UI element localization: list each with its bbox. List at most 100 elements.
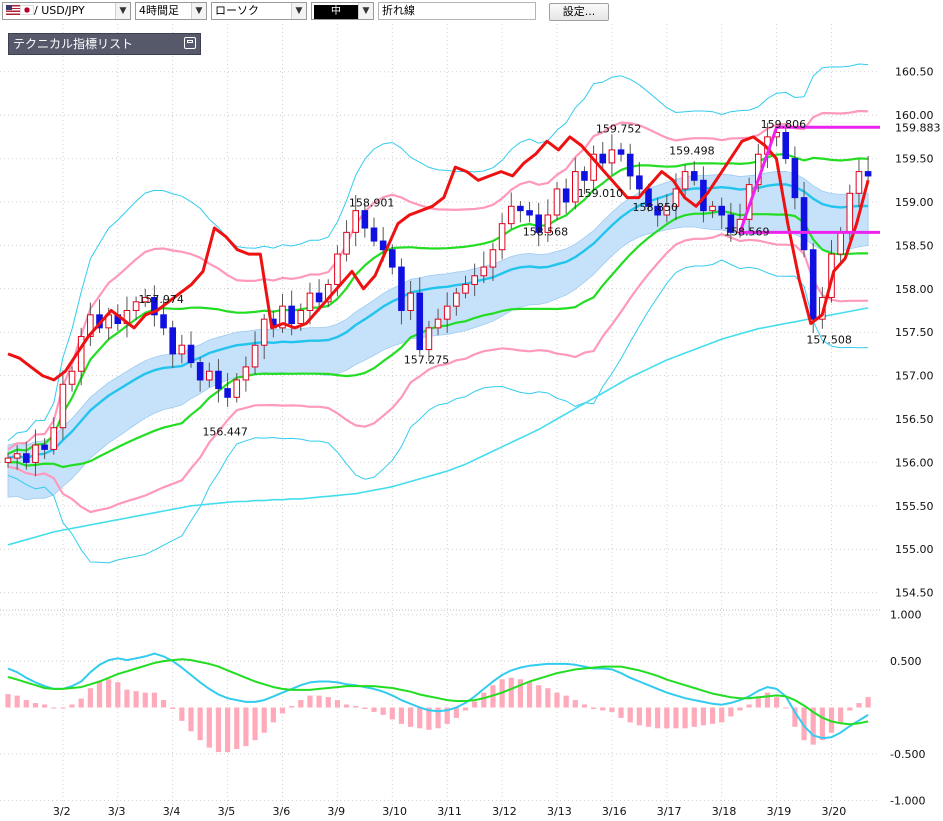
bearish-candle bbox=[315, 292, 323, 303]
macd-histogram-bar bbox=[23, 700, 29, 708]
bullish-candle bbox=[59, 383, 67, 429]
technical-indicator-list-panel[interactable]: テクニカル指標リスト bbox=[8, 33, 201, 55]
macd-histogram-bar bbox=[563, 695, 569, 708]
bearish-candle bbox=[654, 205, 661, 216]
bearish-candle bbox=[526, 210, 533, 216]
bullish-candle bbox=[672, 188, 680, 207]
line-type-field[interactable]: 折れ線 bbox=[378, 2, 536, 20]
y-tick-label: 156.50 bbox=[895, 413, 934, 426]
macd-histogram-bar bbox=[334, 700, 340, 708]
macd-histogram-bar bbox=[737, 707, 743, 711]
bearish-candle bbox=[800, 197, 808, 251]
bullish-candle bbox=[608, 149, 616, 164]
macd-histogram-bar bbox=[96, 680, 103, 708]
moving-average-20 bbox=[7, 183, 869, 460]
macd-histogram-bar bbox=[188, 707, 194, 732]
x-tick-label: 3/12 bbox=[492, 805, 517, 818]
parabolic-zigzag bbox=[7, 135, 870, 382]
chart-area: 157.974 156.447 158.901 157.275 158.568 159.7… bbox=[0, 24, 941, 818]
x-tick-label: 3/16 bbox=[602, 805, 627, 818]
macd-histogram-bar bbox=[655, 707, 661, 729]
macd-histogram-bar bbox=[115, 682, 121, 708]
macd-histogram-bar bbox=[517, 679, 523, 708]
bearish-candle bbox=[562, 188, 570, 203]
bullish-candle bbox=[260, 318, 268, 346]
macd-histogram-bar bbox=[14, 695, 20, 708]
macd-histogram-bar bbox=[645, 707, 652, 727]
macd-histogram-bar bbox=[234, 707, 240, 750]
macd-histogram-bar bbox=[371, 707, 377, 712]
macd-histogram-bar bbox=[591, 707, 597, 709]
bearish-candle bbox=[636, 175, 643, 190]
currency-pair-select[interactable]: / USD/JPY ▼ bbox=[2, 2, 131, 20]
settings-button[interactable]: 設定... bbox=[549, 3, 609, 21]
bullish-candle bbox=[572, 171, 579, 203]
bullish-candle bbox=[462, 283, 469, 294]
bullish-candle bbox=[443, 305, 451, 320]
osc-y-tick-label: -1.000 bbox=[890, 794, 925, 807]
bearish-candle bbox=[41, 444, 48, 450]
price-annotation: 157.508 bbox=[806, 333, 852, 346]
x-tick-label: 3/19 bbox=[767, 805, 792, 818]
bullish-candle bbox=[544, 214, 552, 233]
macd-histogram-bar bbox=[526, 682, 533, 708]
line-width-select[interactable]: 中 ▼ bbox=[311, 2, 374, 20]
moving-average-200 bbox=[7, 307, 869, 546]
bearish-candle bbox=[718, 205, 726, 216]
macd-histogram-bar bbox=[508, 677, 514, 708]
chart-style-select[interactable]: ローソク ▼ bbox=[211, 2, 307, 20]
bearish-candle bbox=[626, 153, 634, 177]
macd-histogram-bar bbox=[709, 707, 716, 724]
bearish-candle bbox=[535, 214, 543, 233]
timeframe-select[interactable]: 4時間足 ▼ bbox=[135, 2, 207, 20]
macd-histogram-bar bbox=[408, 707, 414, 727]
bullish-candle bbox=[334, 253, 341, 285]
price-annotations: 157.974 156.447 158.901 157.275 158.568 159.7… bbox=[138, 118, 851, 439]
bollinger-lower-2 bbox=[7, 233, 869, 514]
bullish-candle bbox=[178, 344, 186, 355]
macd-histogram-bar bbox=[764, 692, 771, 708]
minimize-icon[interactable] bbox=[184, 37, 196, 49]
bullish-candle bbox=[68, 370, 76, 385]
macd-histogram-bar bbox=[746, 704, 752, 708]
macd-line bbox=[7, 652, 869, 740]
macd-histogram-bar bbox=[87, 688, 93, 708]
macd-histogram-bar bbox=[215, 707, 222, 753]
us-flag-icon bbox=[6, 5, 20, 15]
trend-lines bbox=[738, 125, 880, 234]
axes: 160.50 160.00 159.50 159.00 158.50 158.00 157.… bbox=[53, 66, 941, 818]
macd-histogram-bar bbox=[545, 688, 551, 708]
bullish-candle bbox=[507, 205, 515, 225]
macd-histogram-bar bbox=[600, 707, 606, 711]
bullish-candle bbox=[132, 301, 140, 311]
bearish-candle bbox=[581, 171, 588, 181]
macd-histogram-bar bbox=[554, 692, 560, 708]
chevron-down-icon: ▼ bbox=[115, 3, 130, 19]
macd-histogram-bar bbox=[362, 707, 368, 709]
macd-histogram-bar bbox=[325, 697, 331, 708]
macd-histogram-bar bbox=[783, 707, 789, 709]
price-annotation: 159.806 bbox=[761, 118, 807, 131]
bearish-candle bbox=[379, 240, 387, 251]
chevron-down-icon: ▼ bbox=[358, 3, 373, 19]
macd-histogram-bar bbox=[316, 695, 322, 708]
bullish-candle bbox=[141, 296, 149, 303]
bearish-candle bbox=[782, 132, 790, 160]
price-annotation: 159.498 bbox=[669, 145, 715, 158]
x-tick-label: 3/11 bbox=[437, 805, 462, 818]
macd-histogram-bar bbox=[417, 707, 423, 729]
macd-histogram-bar bbox=[243, 707, 249, 747]
macd-histogram-bar bbox=[581, 704, 588, 708]
currency-pair-label: / USD/JPY bbox=[34, 4, 85, 17]
bullish-candle bbox=[407, 292, 414, 311]
bullish-candle bbox=[343, 231, 350, 255]
price-annotation: 158.569 bbox=[724, 225, 770, 238]
bullish-candle bbox=[837, 231, 844, 255]
macd-histogram-bar bbox=[179, 707, 185, 721]
signal-line bbox=[7, 658, 869, 726]
macd-histogram-bar bbox=[691, 707, 697, 727]
bullish-candle bbox=[709, 205, 716, 212]
macd-histogram-bar bbox=[298, 700, 304, 708]
macd-histogram-bar bbox=[261, 707, 267, 733]
bullish-candle bbox=[590, 153, 597, 181]
